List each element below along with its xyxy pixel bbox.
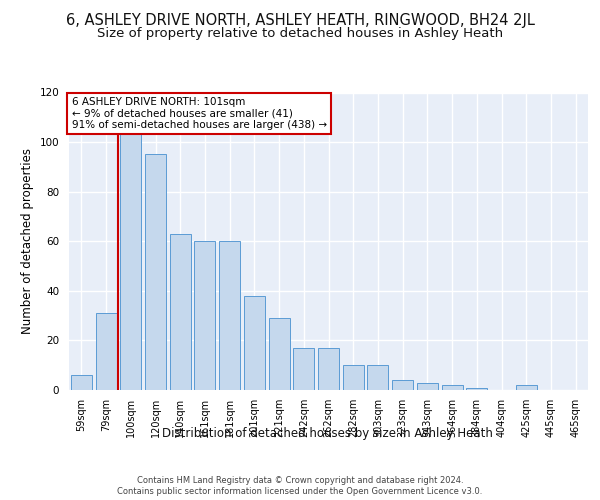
Text: Contains HM Land Registry data © Crown copyright and database right 2024.: Contains HM Land Registry data © Crown c… <box>137 476 463 485</box>
Text: Distribution of detached houses by size in Ashley Heath: Distribution of detached houses by size … <box>161 428 493 440</box>
Bar <box>269 318 290 390</box>
Bar <box>120 124 141 390</box>
Bar <box>392 380 413 390</box>
Bar <box>244 296 265 390</box>
Bar <box>343 365 364 390</box>
Text: 6 ASHLEY DRIVE NORTH: 101sqm
← 9% of detached houses are smaller (41)
91% of sem: 6 ASHLEY DRIVE NORTH: 101sqm ← 9% of det… <box>71 97 327 130</box>
Bar <box>367 365 388 390</box>
Y-axis label: Number of detached properties: Number of detached properties <box>21 148 34 334</box>
Bar <box>71 375 92 390</box>
Text: Size of property relative to detached houses in Ashley Heath: Size of property relative to detached ho… <box>97 28 503 40</box>
Bar <box>194 242 215 390</box>
Bar <box>170 234 191 390</box>
Bar <box>318 348 339 390</box>
Bar <box>293 348 314 390</box>
Bar <box>442 385 463 390</box>
Bar <box>417 382 438 390</box>
Bar <box>516 385 537 390</box>
Text: 6, ASHLEY DRIVE NORTH, ASHLEY HEATH, RINGWOOD, BH24 2JL: 6, ASHLEY DRIVE NORTH, ASHLEY HEATH, RIN… <box>65 12 535 28</box>
Bar <box>466 388 487 390</box>
Bar <box>145 154 166 390</box>
Text: Contains public sector information licensed under the Open Government Licence v3: Contains public sector information licen… <box>118 488 482 496</box>
Bar <box>219 242 240 390</box>
Bar <box>95 313 116 390</box>
